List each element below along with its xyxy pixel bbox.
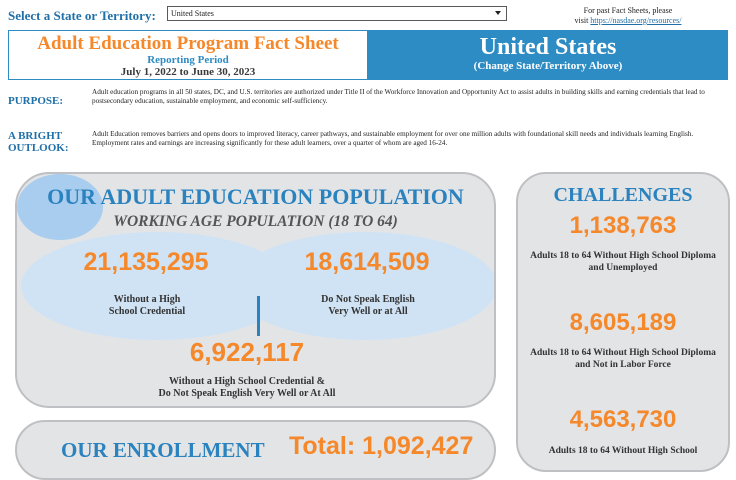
state-select-label: Select a State or Territory:: [8, 8, 156, 23]
page-title: Adult Education Program Fact Sheet: [37, 33, 339, 54]
change-state-hint: (Change State/Territory Above): [473, 60, 623, 72]
challenges-title: CHALLENGES: [553, 184, 693, 206]
both-caption-line1: Without a High School Credential &: [168, 376, 326, 387]
both-count: 6,922,117: [189, 337, 305, 367]
past-note-line2: visit: [574, 16, 591, 25]
chevron-down-icon: [495, 11, 501, 15]
venn-right-ellipse: [233, 232, 494, 340]
limited-english-count: 18,614,509: [304, 248, 430, 276]
no-credential-caption-line1: Without a High: [113, 294, 181, 305]
challenge-value: 8,605,189: [569, 309, 677, 336]
enrollment-total: Total: 1,092,427: [289, 432, 474, 460]
outlook-text: Adult Education removes barriers and ope…: [92, 130, 694, 147]
reporting-period-dates: July 1, 2022 to June 30, 2023: [120, 66, 256, 78]
enrollment-title: OUR ENROLLMENT: [61, 438, 265, 462]
reporting-period-label: Reporting Period: [147, 54, 229, 66]
both-caption: Without a High School Credential & Do No…: [129, 376, 365, 400]
state-dropdown[interactable]: United States: [167, 6, 507, 21]
outlook-label-line2: OUTLOOK:: [8, 142, 69, 154]
purpose-label: PURPOSE:: [8, 95, 63, 107]
population-subtitle: WORKING AGE POPULATION (18 TO 64): [113, 213, 398, 230]
challenge-caption: Adults 18 to 64 Without High School Dipl…: [530, 348, 716, 370]
resources-link[interactable]: https://nasdae.org/resources/: [590, 16, 682, 25]
challenge-value: 1,138,763: [569, 212, 677, 239]
challenge-caption: Adults 18 to 64 Without High School: [548, 446, 698, 456]
challenge-caption: Adults 18 to 64 Without High School Dipl…: [530, 251, 716, 273]
venn-connector-line: [257, 296, 260, 336]
both-caption-line2: Do Not Speak English Very Well or At All: [158, 388, 336, 399]
no-credential-caption: Without a High School Credential: [87, 294, 207, 318]
limited-english-caption: Do Not Speak English Very Well or at All: [299, 294, 437, 318]
outlook-label: A BRIGHT OUTLOOK:: [8, 130, 69, 154]
enrollment-panel: OUR ENROLLMENT Total: 1,092,427: [15, 420, 496, 480]
state-banner: United States (Change State/Territory Ab…: [368, 30, 728, 80]
no-credential-count: 21,135,295: [83, 248, 209, 276]
population-title: OUR ADULT EDUCATION POPULATION: [47, 184, 464, 209]
outlook-label-line1: A BRIGHT: [8, 130, 63, 142]
challenges-panel: CHALLENGES 1,138,763 Adults 18 to 64 Wit…: [516, 172, 730, 472]
past-fact-sheets-note: For past Fact Sheets, please visit https…: [548, 6, 708, 26]
state-name: United States: [479, 34, 617, 60]
no-credential-caption-line2: School Credential: [108, 306, 186, 317]
fact-sheet-title-box: Adult Education Program Fact Sheet Repor…: [8, 30, 368, 80]
purpose-text: Adult education programs in all 50 state…: [92, 88, 705, 105]
past-note-line1: For past Fact Sheets, please: [583, 6, 673, 15]
population-panel: OUR ADULT EDUCATION POPULATION WORKING A…: [15, 172, 496, 408]
venn-overlap: [17, 174, 103, 240]
limited-english-caption-line1: Do Not Speak English: [321, 294, 415, 305]
state-dropdown-value: United States: [171, 9, 214, 18]
limited-english-caption-line2: Very Well or at All: [328, 306, 408, 317]
challenge-value: 4,563,730: [569, 406, 677, 433]
